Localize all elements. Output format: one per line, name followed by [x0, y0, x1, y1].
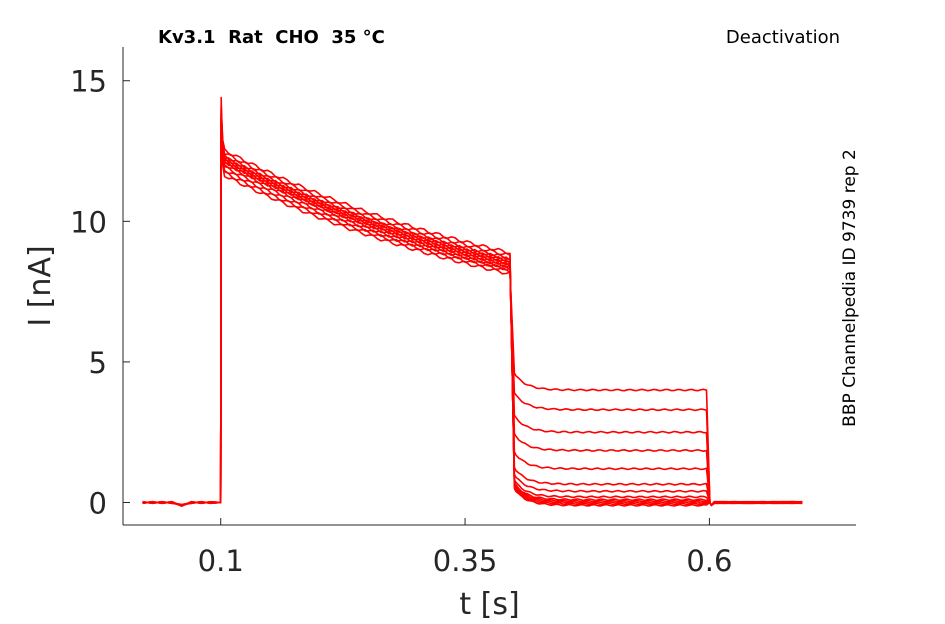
- protocol-label: Deactivation: [725, 27, 840, 48]
- trace-line: [142, 96, 803, 507]
- x-axis-label: t [s]: [459, 587, 519, 622]
- x-tick-label: 0.35: [433, 544, 498, 578]
- trace-line: [142, 112, 803, 507]
- y-axis-label: I [nA]: [23, 245, 58, 326]
- y-tick-label: 10: [70, 205, 107, 239]
- trace-line: [142, 108, 803, 507]
- x-tick-label: 0.6: [686, 544, 732, 578]
- traces: [142, 96, 803, 507]
- trace-line: [142, 117, 803, 507]
- x-tick-label: 0.1: [198, 544, 244, 578]
- trace-line: [142, 124, 803, 507]
- y-tick-label: 0: [89, 487, 107, 521]
- chart-title: Kv3.1 Rat CHO 35 °C: [158, 27, 385, 48]
- axes: 0.1 0.35 0.6 0 5 10 15 t [s] I [nA]: [23, 47, 856, 622]
- source-label: BBP Channelpedia ID 9739 rep 2: [840, 149, 860, 427]
- y-tick-label: 15: [70, 65, 107, 99]
- trace-line: [142, 119, 803, 507]
- y-tick-label: 5: [89, 346, 107, 380]
- trace-line: [142, 105, 803, 507]
